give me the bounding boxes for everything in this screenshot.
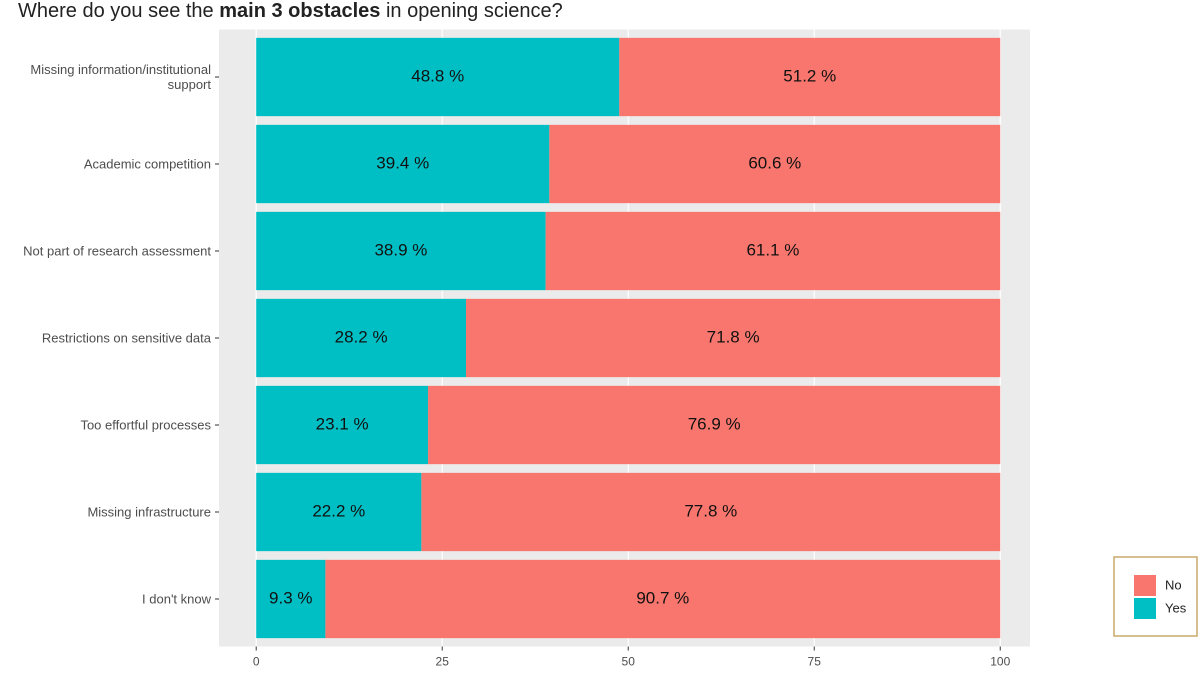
x-tick-label: 25 bbox=[436, 655, 450, 669]
legend-swatch bbox=[1134, 575, 1156, 596]
y-tick-label: Not part of research assessment bbox=[23, 243, 211, 259]
y-tick-label: Missing infrastructure bbox=[87, 504, 211, 520]
data-label: 60.6 % bbox=[748, 153, 801, 172]
bar-segment bbox=[256, 385, 429, 465]
data-label: 39.4 % bbox=[376, 153, 429, 172]
bar-segment bbox=[256, 211, 546, 291]
y-tick-label: Missing information/institutional suppor… bbox=[30, 62, 211, 92]
bar-segment bbox=[428, 385, 1001, 465]
data-label: 22.2 % bbox=[312, 501, 365, 520]
y-tick-label: Restrictions on sensitive data bbox=[41, 330, 211, 346]
legend-label: Yes bbox=[1165, 600, 1187, 615]
y-tick-label: I don't know bbox=[142, 591, 211, 607]
title-part: main 3 obstacles bbox=[219, 0, 381, 22]
data-label: 71.8 % bbox=[707, 327, 760, 346]
data-label: 76.9 % bbox=[688, 414, 741, 433]
bar-segment bbox=[619, 37, 1001, 117]
bar-segment bbox=[549, 124, 1001, 204]
bar-segment bbox=[421, 472, 1001, 552]
legend-swatch bbox=[1134, 598, 1156, 619]
title-part: Where do you see the bbox=[18, 0, 220, 22]
data-label: 61.1 % bbox=[746, 240, 799, 259]
bar-segment bbox=[256, 559, 326, 639]
bar-segment bbox=[325, 559, 1001, 639]
bar-segment bbox=[466, 298, 1001, 378]
bar-segment bbox=[256, 37, 620, 117]
data-label: 9.3 % bbox=[269, 588, 312, 607]
y-tick-label: Too effortful processes bbox=[80, 417, 211, 433]
bar-segment bbox=[545, 211, 1001, 291]
data-label: 77.8 % bbox=[684, 501, 737, 520]
data-label: 28.2 % bbox=[335, 327, 388, 346]
chart-title: Where do you see the main 3 obstacles in… bbox=[18, 0, 563, 23]
x-tick-label: 50 bbox=[622, 655, 636, 669]
bar-segment bbox=[256, 472, 422, 552]
x-tick-label: 0 bbox=[253, 655, 260, 669]
y-tick-label: Academic competition bbox=[83, 156, 211, 172]
data-label: 23.1 % bbox=[316, 414, 369, 433]
legend-label: No bbox=[1165, 577, 1182, 592]
legend-box bbox=[1113, 556, 1198, 637]
bar-segment bbox=[256, 298, 467, 378]
data-label: 38.9 % bbox=[374, 240, 427, 259]
data-label: 90.7 % bbox=[636, 588, 689, 607]
x-tick-label: 75 bbox=[808, 655, 822, 669]
data-label: 48.8 % bbox=[411, 66, 464, 85]
title-part: in opening science? bbox=[380, 0, 563, 22]
x-tick-label: 100 bbox=[990, 655, 1010, 669]
bar-segment bbox=[256, 124, 550, 204]
data-label: 51.2 % bbox=[783, 66, 836, 85]
